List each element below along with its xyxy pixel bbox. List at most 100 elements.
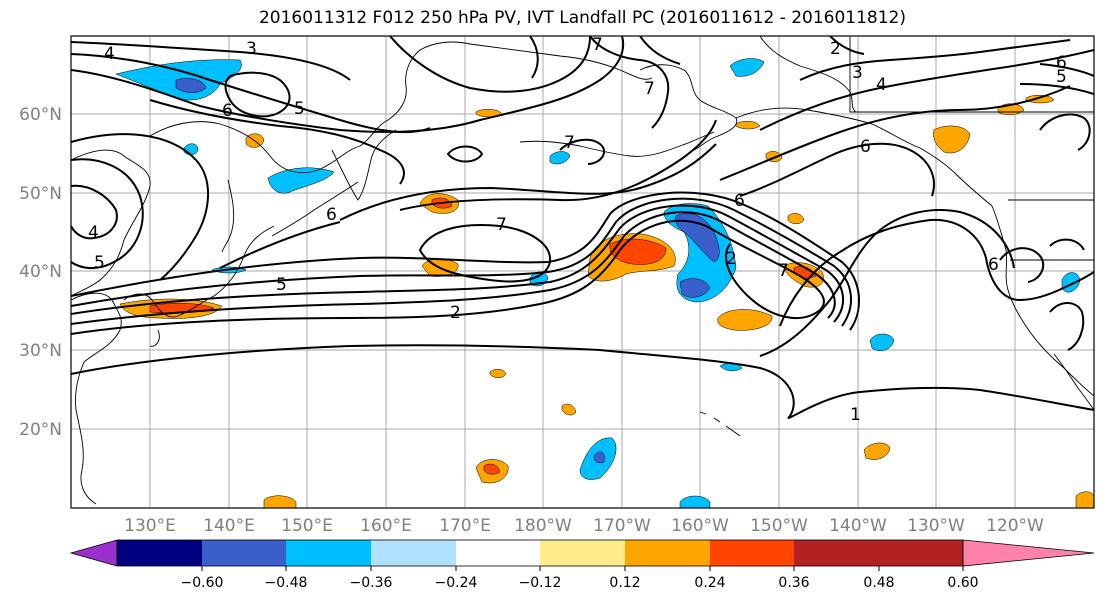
sakhalin-kuril — [221, 179, 359, 253]
contour-label: 4 — [876, 75, 887, 95]
lon-label: 120°W — [986, 516, 1044, 536]
contour-label: 5 — [1056, 67, 1067, 87]
contour-far-east-1 — [999, 247, 1045, 283]
lon-label: 170°E — [439, 516, 491, 536]
contour-north-6 — [149, 99, 405, 185]
contour-jet-6 — [71, 191, 860, 331]
colorbar-tick-label: 0.24 — [694, 575, 725, 591]
pos-anomaly-bc-2 — [1025, 95, 1055, 104]
contour-jet-5 — [71, 197, 853, 327]
contour-west-ring — [224, 71, 291, 118]
pos-anomaly-small-5 — [489, 369, 507, 378]
map-title: 2016011312 F012 250 hPa PV, IVT Landfall… — [258, 8, 906, 28]
longitude-labels: 130°E 140°E 150°E 160°E 170°E 180°W 170°… — [124, 516, 1044, 536]
contour-label: 5 — [294, 99, 305, 119]
kamchatka-peninsula — [331, 129, 397, 201]
colorbar-tick-label: −0.12 — [519, 575, 562, 591]
baja — [1053, 353, 1094, 411]
neg-anomaly-hawaii-core — [593, 451, 605, 463]
lon-label: 160°W — [671, 516, 729, 536]
contour-label: 6 — [734, 191, 745, 211]
contour-gulf-4 — [759, 49, 1094, 131]
alaska-gulf — [735, 107, 993, 207]
korea-japan — [123, 225, 275, 347]
contour-east-ridge — [779, 218, 1094, 327]
neg-anomaly-small-7 — [679, 495, 711, 508]
lon-label: 170°W — [593, 516, 651, 536]
contour-label: 6 — [1056, 53, 1067, 73]
neg-anomaly-kamchatka-core — [175, 78, 207, 93]
lon-label: 140°E — [203, 516, 255, 536]
canada-border — [849, 36, 1094, 113]
colorbar-bin — [456, 540, 540, 566]
lon-label: 180°W — [514, 516, 572, 536]
contour-jet-3 — [71, 211, 836, 325]
contour-far-east-2 — [1049, 238, 1085, 251]
contour-mid-6 — [339, 143, 717, 221]
contour-label: 2 — [450, 303, 461, 323]
contour-gulf-2 — [829, 36, 865, 55]
colorbar-bin — [710, 540, 794, 566]
colorbar-ticks — [201, 566, 964, 571]
contour-label: 6 — [326, 205, 337, 225]
lon-label: 130°E — [124, 516, 176, 536]
contour-label: 3 — [852, 63, 863, 83]
colorbar-bin — [286, 540, 371, 566]
contour-mid-6b — [219, 221, 341, 269]
contour-label: 6 — [988, 255, 999, 275]
colorbar-tick-label: 0.12 — [609, 575, 640, 591]
colorbar-tick-label: −0.24 — [435, 575, 478, 591]
pos-anomaly-east-2 — [717, 309, 773, 331]
colorbar-bin — [540, 540, 625, 566]
contour-label: 7 — [564, 133, 575, 153]
contour-west-6 — [71, 133, 209, 281]
neg-anomaly-jet-south-core — [679, 278, 711, 298]
lon-label: 140°W — [829, 516, 887, 536]
colorbar-bin — [794, 540, 879, 566]
hawaii — [699, 411, 741, 437]
pos-anomaly-small-6 — [561, 403, 577, 416]
pos-anomaly-south-1-core — [483, 463, 501, 475]
colorbar-tick-label: −0.36 — [350, 575, 393, 591]
pos-anomaly-small-8 — [1075, 491, 1094, 508]
colorbar-bin — [625, 540, 710, 566]
contour-label: 4 — [88, 223, 99, 243]
lon-label: 160°E — [360, 516, 412, 536]
contour-west-low-5 — [71, 158, 144, 269]
colorbar-extend-low — [69, 539, 118, 567]
neg-anomaly-small-4 — [549, 151, 571, 165]
latitude-labels: 60°N 50°N 40°N 30°N 20°N — [19, 105, 62, 440]
contour-ne-5 — [1019, 83, 1094, 95]
colorbar: −0.60 −0.48 −0.36 −0.24 −0.12 0.12 0.24 … — [69, 539, 1095, 591]
contour-label: 2 — [726, 249, 737, 269]
contour-ne-ring — [1039, 113, 1091, 151]
contour-label: 2 — [830, 39, 841, 59]
contour-subtrop-1 — [71, 344, 1094, 419]
contour-labels: 4 3 7 2 3 4 6 5 6 5 6 7 6 7 4 6 5 5 2 2 … — [88, 35, 1067, 425]
lat-label: 40°N — [19, 262, 62, 282]
contour-jet-4 — [71, 204, 845, 323]
pos-anomaly-canada — [933, 125, 971, 154]
contour-north-5 — [71, 36, 625, 133]
lat-label: 60°N — [19, 105, 62, 125]
contour-gulf-3 — [799, 39, 1071, 81]
okhotsk-kamchatka — [149, 41, 471, 174]
contour-se-ring — [1049, 302, 1085, 351]
contour-north-3 — [71, 41, 351, 81]
lat-label: 30°N — [19, 341, 62, 361]
us-border — [1008, 199, 1094, 261]
lon-label: 130°W — [907, 516, 965, 536]
contour-bering-7 — [529, 36, 670, 129]
contour-label: 6 — [860, 137, 871, 157]
contour-label: 7 — [592, 35, 603, 55]
neg-anomaly-okhotsk — [267, 167, 335, 194]
contour-label: 1 — [850, 405, 861, 425]
contour-label: 3 — [246, 39, 257, 59]
colorbar-tick-label: 0.36 — [778, 575, 809, 591]
lat-label: 20°N — [19, 420, 62, 440]
colorbar-bin — [879, 540, 963, 566]
pos-anomaly-small-9 — [735, 121, 761, 130]
map-frame — [70, 35, 1095, 509]
contour-bering-2 — [639, 36, 681, 65]
